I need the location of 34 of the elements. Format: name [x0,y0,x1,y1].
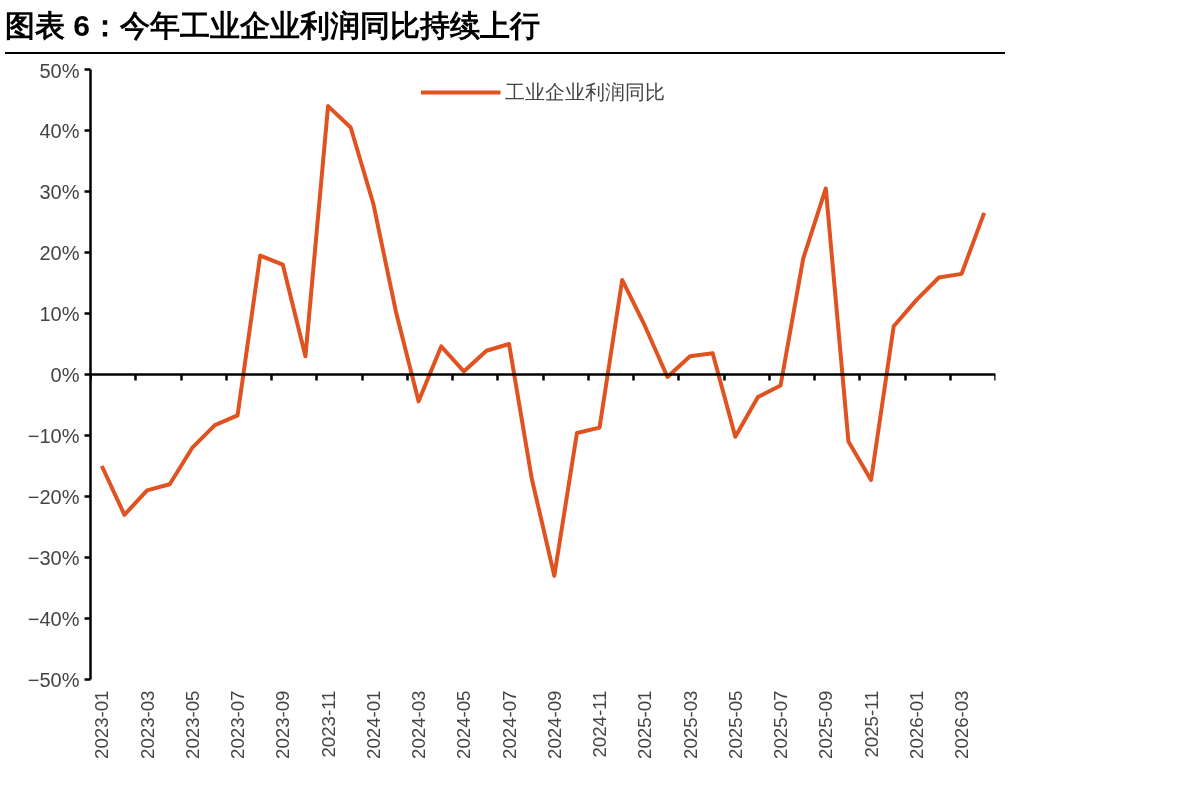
x-tick-label: 2023-11 [317,690,339,758]
line-series [99,103,987,578]
legend-label: 工业企业利润同比 [505,78,665,106]
y-tick-label: 30% [39,180,80,203]
y-tick-label: −10% [27,424,80,447]
x-tick-label: 2026-03 [951,690,973,759]
x-tick-label: 2024-07 [498,690,520,759]
x-tick-label: 2024-09 [543,690,565,759]
y-tick-label: 40% [39,119,80,142]
chart-title: 图表 6：今年工业企业利润同比持续上行 [5,8,541,44]
x-tick-label: 2026-01 [905,690,927,759]
x-tick-label: 2023-07 [227,690,249,759]
x-tick-label: 2024-03 [408,690,430,759]
x-tick-label: 2025-05 [724,690,746,759]
y-tick-label: −30% [27,546,80,569]
x-tick-label: 2025-07 [770,690,792,759]
x-tick-label: 2025-11 [860,690,882,758]
x-tick-label: 2024-11 [589,690,611,758]
x-tick-label: 2025-03 [679,690,701,759]
y-tick-label: 0% [50,363,80,386]
y-tick-label: −20% [27,485,80,508]
y-tick-label: 10% [39,302,80,325]
x-tick-label: 2023-01 [91,690,113,759]
x-tick-label: 2025-01 [634,690,656,759]
y-tick-label: 50% [39,59,80,82]
x-tick-label: 2023-05 [181,690,203,759]
x-tick-label: 2025-09 [815,690,837,759]
x-tick-label: 2023-09 [272,690,294,759]
y-tick-label: −40% [27,607,80,630]
y-tick-label: 20% [39,241,80,264]
x-tick-label: 2024-05 [453,690,475,759]
x-tick-label: 2024-01 [362,690,384,759]
x-tick-label: 2023-03 [136,690,158,759]
y-tick-label: −50% [27,668,80,691]
